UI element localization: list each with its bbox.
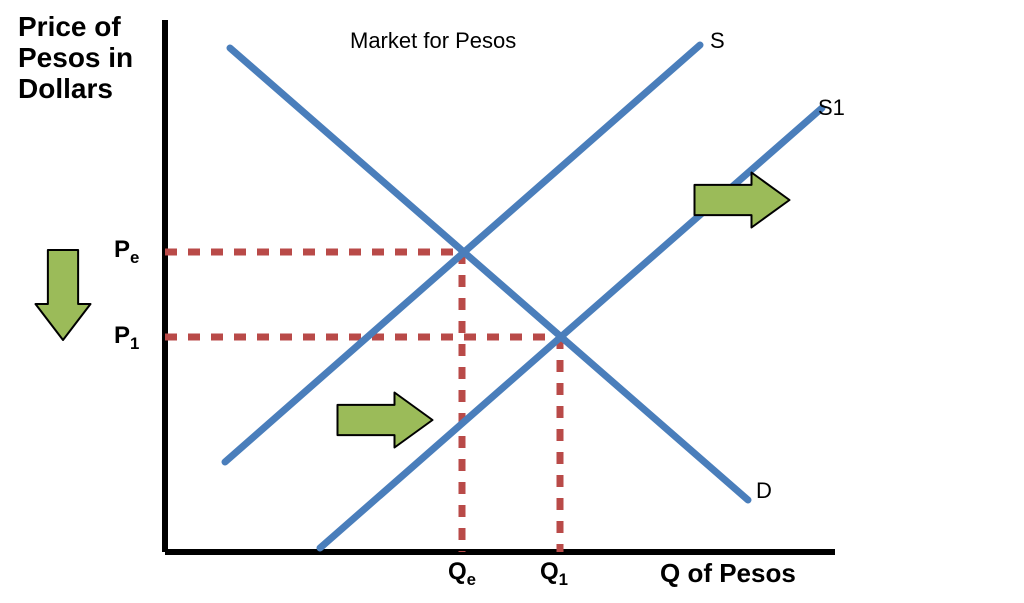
demand-label: D bbox=[756, 478, 772, 504]
price-p1-label: P1 bbox=[114, 322, 139, 354]
x-axis-label: Q of Pesos bbox=[660, 558, 796, 589]
chart-title: Market for Pesos bbox=[350, 28, 516, 54]
y-axis-label: Price ofPesos inDollars bbox=[18, 12, 133, 104]
supply-label: S bbox=[710, 28, 725, 54]
demand-curve bbox=[230, 48, 748, 500]
qty-q1-label: Q1 bbox=[540, 558, 568, 590]
price-pe-label: Pe bbox=[114, 236, 139, 268]
shift-arrows bbox=[36, 173, 790, 448]
chart-svg bbox=[0, 0, 1024, 603]
supply1-curve bbox=[320, 108, 822, 548]
qty-qe-label: Qe bbox=[448, 558, 476, 590]
supply1-label: S1 bbox=[818, 95, 845, 121]
